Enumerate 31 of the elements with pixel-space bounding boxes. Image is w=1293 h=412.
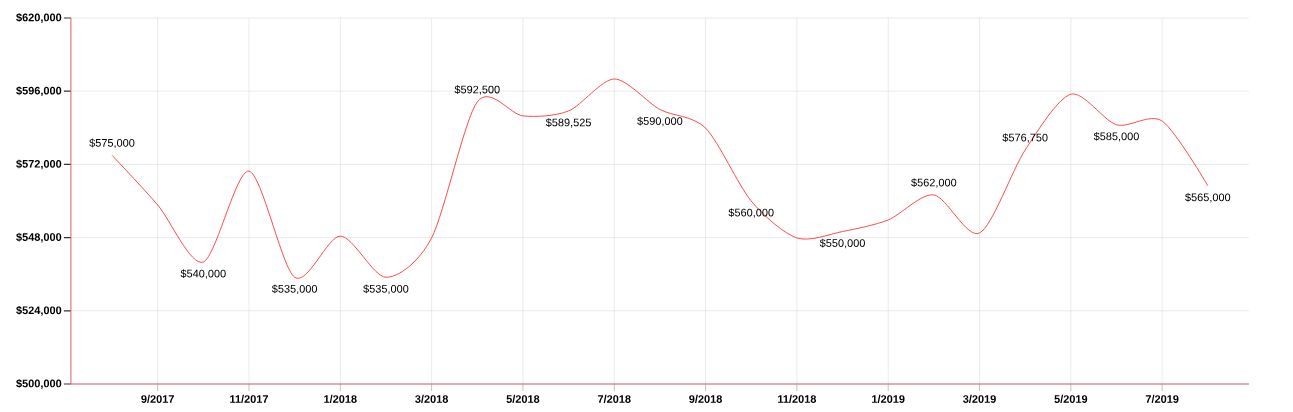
data-label: $592,500 xyxy=(454,85,500,95)
x-tick-label: 9/2018 xyxy=(689,394,722,404)
data-label: $562,000 xyxy=(911,178,957,188)
x-tick-label: 9/2017 xyxy=(141,394,174,404)
y-tick-label: $500,000 xyxy=(16,379,62,389)
data-label: $535,000 xyxy=(363,284,409,294)
data-label: $565,000 xyxy=(1185,192,1231,203)
y-tick-label: $572,000 xyxy=(16,159,62,170)
data-label: $590,000 xyxy=(637,116,683,127)
x-tick-label: 11/2017 xyxy=(230,394,268,404)
y-tick-label: $524,000 xyxy=(16,305,62,316)
data-label: $585,000 xyxy=(1093,131,1139,142)
y-tick-label: $620,000 xyxy=(16,13,62,23)
data-label: $560,000 xyxy=(728,208,774,218)
y-tick-label: $548,000 xyxy=(16,232,62,243)
data-label: $550,000 xyxy=(819,238,865,249)
x-tick-label: 5/2018 xyxy=(506,394,540,404)
x-tick-label: 7/2019 xyxy=(1145,394,1179,404)
y-tick-label: $596,000 xyxy=(16,86,62,97)
x-tick-label: 3/2018 xyxy=(415,394,449,404)
x-tick-label: 3/2019 xyxy=(963,394,996,404)
data-label: $540,000 xyxy=(180,269,226,279)
x-tick-label: 1/2018 xyxy=(324,394,357,404)
x-tick-label: 5/2019 xyxy=(1054,394,1088,404)
x-tick-label: 11/2018 xyxy=(778,394,817,404)
data-label: $589,525 xyxy=(545,118,591,128)
x-tick-label: 7/2018 xyxy=(597,394,631,404)
x-tick-label: 1/2019 xyxy=(872,394,905,404)
data-label: $535,000 xyxy=(271,284,318,294)
data-label: $576,750 xyxy=(1002,133,1048,143)
data-label: $575,000 xyxy=(89,138,135,149)
